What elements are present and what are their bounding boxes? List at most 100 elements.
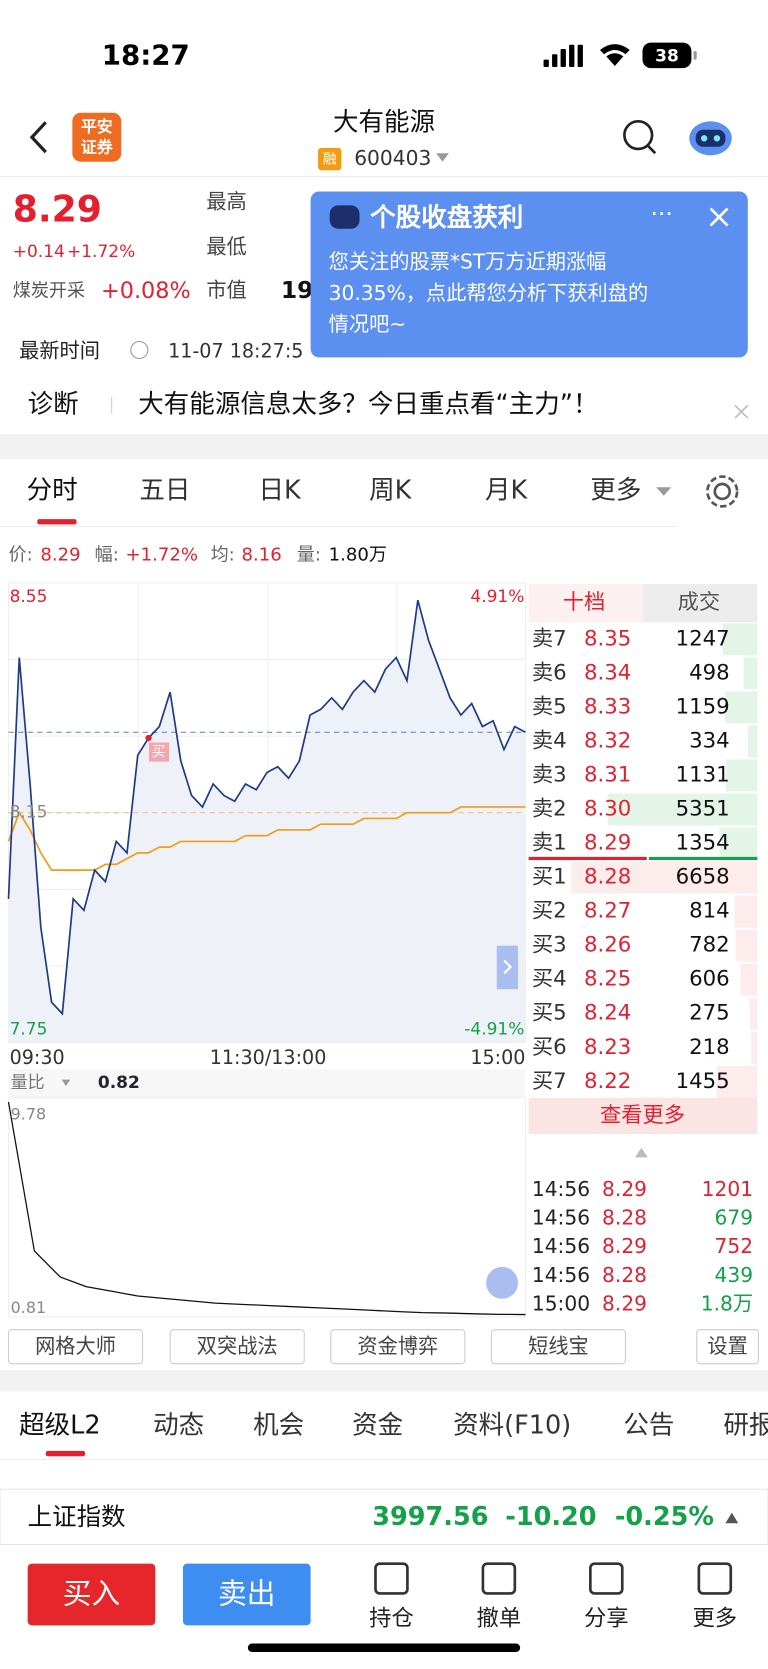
expand-icon[interactable] xyxy=(725,1512,739,1524)
nav-icon[interactable] xyxy=(589,1562,624,1595)
dropdown-icon[interactable] xyxy=(436,153,449,162)
ob-price: 8.30 xyxy=(584,797,631,822)
x-label: 15:00 xyxy=(470,1046,525,1069)
chart-tab[interactable]: 周K xyxy=(369,475,413,505)
volume-bar xyxy=(740,963,758,996)
tool-text[interactable]: 短线宝 xyxy=(528,1334,589,1358)
trade-price: 8.29 xyxy=(602,1292,647,1316)
info-label: 价: xyxy=(9,544,33,565)
vr-label[interactable]: 量比 xyxy=(11,1073,45,1093)
more-text[interactable]: 查看更多 xyxy=(600,1103,685,1128)
ob-header[interactable] xyxy=(643,583,758,623)
tool-button[interactable] xyxy=(330,1329,466,1365)
ob-tab[interactable]: 十档 xyxy=(563,590,606,615)
fullscreen-button[interactable] xyxy=(486,1266,519,1299)
logo[interactable] xyxy=(72,112,122,162)
action-button[interactable] xyxy=(27,1563,156,1626)
stock-code: 600403 xyxy=(354,146,431,170)
logo-text: 平安 xyxy=(81,117,113,136)
dropdown-icon[interactable] xyxy=(61,1079,71,1087)
back-button[interactable] xyxy=(29,121,47,154)
expand-button[interactable] xyxy=(496,945,519,990)
ob-label: 买7 xyxy=(532,1069,567,1094)
settings-button[interactable] xyxy=(706,475,739,508)
trade-volume: 679 xyxy=(715,1206,754,1230)
nav-icon[interactable] xyxy=(697,1562,733,1595)
tool-text[interactable]: 双突战法 xyxy=(197,1334,278,1358)
nav-label[interactable]: 分享 xyxy=(584,1605,629,1631)
nav-icon[interactable] xyxy=(374,1562,409,1595)
ob-price: 8.32 xyxy=(584,728,631,753)
section-tab[interactable]: 动态 xyxy=(153,1410,204,1440)
chart-tab[interactable]: 更多 xyxy=(590,475,641,505)
x-label: 11:30/13:00 xyxy=(210,1046,327,1069)
volume-bar xyxy=(751,1031,758,1064)
info-value: 8.29 xyxy=(40,544,80,565)
ob-label: 买4 xyxy=(532,967,567,992)
chart-tab[interactable]: 月K xyxy=(485,475,529,505)
section-tab[interactable]: 机会 xyxy=(253,1410,304,1440)
action-text[interactable]: 卖出 xyxy=(218,1577,275,1611)
info-icon[interactable] xyxy=(130,340,149,360)
chart-tab[interactable]: 分时 xyxy=(27,475,78,505)
vr-axis-label: 0.81 xyxy=(11,1298,47,1317)
section-tab[interactable]: 研报 xyxy=(723,1410,768,1440)
collapse-icon[interactable] xyxy=(635,1147,648,1158)
tool-button[interactable] xyxy=(169,1329,305,1365)
section-tab[interactable]: 资金 xyxy=(352,1410,403,1440)
popup-close[interactable] xyxy=(709,207,729,227)
tool-button[interactable] xyxy=(7,1329,144,1365)
buy-point xyxy=(145,734,152,742)
tool-button[interactable] xyxy=(696,1329,759,1365)
nav-label[interactable]: 撤单 xyxy=(477,1605,522,1631)
nav-icon[interactable] xyxy=(481,1562,517,1595)
nav-label[interactable]: 持仓 xyxy=(369,1605,414,1631)
trade-volume: 1.8万 xyxy=(701,1292,753,1316)
ob-header[interactable] xyxy=(528,583,644,623)
section-tab[interactable]: 公告 xyxy=(623,1410,674,1440)
ob-price: 8.29 xyxy=(584,831,631,856)
vr-line xyxy=(7,1101,526,1316)
section-tab[interactable]: 超级L2 xyxy=(19,1410,100,1440)
action-button[interactable] xyxy=(182,1563,311,1626)
nav-label[interactable]: 更多 xyxy=(692,1605,737,1631)
tool-text[interactable]: 资金博弈 xyxy=(357,1334,438,1358)
volume-bar xyxy=(724,691,758,724)
status-time: 18:27 xyxy=(102,38,190,71)
diagnosis-text[interactable]: 大有能源信息太多？今日重点看“主力”！ xyxy=(138,389,598,419)
dropdown-icon[interactable] xyxy=(656,487,672,496)
search-button[interactable] xyxy=(623,119,657,155)
popup-more[interactable]: ··· xyxy=(650,199,672,227)
tool-text[interactable]: 网格大师 xyxy=(35,1334,116,1358)
tool-text[interactable]: 设置 xyxy=(707,1334,747,1358)
action-text[interactable]: 买入 xyxy=(63,1577,120,1611)
quote-label: 市值 xyxy=(206,278,246,302)
ob-label: 买1 xyxy=(532,865,567,890)
chart-tab[interactable]: 日K xyxy=(258,475,302,505)
more-button[interactable] xyxy=(528,1097,758,1134)
ob-tab[interactable]: 成交 xyxy=(678,590,721,615)
chart-tab[interactable]: 五日 xyxy=(139,475,190,505)
index-bar[interactable] xyxy=(0,1488,768,1546)
vr-value: 0.82 xyxy=(98,1073,140,1093)
robot-button[interactable] xyxy=(689,121,732,156)
section-tab[interactable]: 资料(F10) xyxy=(453,1410,571,1440)
section-gap xyxy=(0,1370,768,1392)
index-change: -10.20 xyxy=(505,1502,596,1532)
trade-price: 8.28 xyxy=(602,1206,647,1230)
close-icon[interactable] xyxy=(734,404,749,419)
ob-volume: 1455 xyxy=(676,1069,730,1094)
sector-name: 煤炭开采 xyxy=(13,280,85,301)
ob-volume: 1354 xyxy=(676,831,730,856)
price-line xyxy=(7,599,526,1016)
trade-price: 8.28 xyxy=(602,1263,647,1287)
ob-volume: 498 xyxy=(689,660,730,685)
index-value: 3997.56 xyxy=(372,1502,488,1532)
tool-button[interactable] xyxy=(490,1329,626,1365)
badge-text: 融 xyxy=(323,152,337,168)
popup[interactable] xyxy=(310,191,748,358)
status-icons xyxy=(543,42,697,69)
